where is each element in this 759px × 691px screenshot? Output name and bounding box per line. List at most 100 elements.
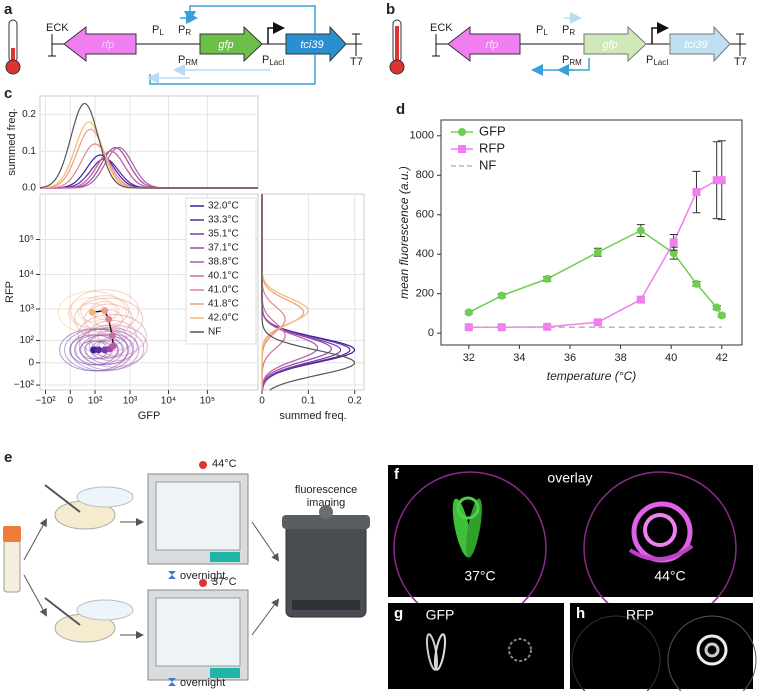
terminator [736, 33, 744, 56]
axis-label: RFP [4, 281, 16, 303]
axis-label: summed freq. [279, 410, 346, 422]
colony-pattern [508, 638, 532, 662]
mean-point [90, 346, 98, 354]
promoter-label: PLacI [262, 54, 284, 67]
legend-entry: 40.1°C [208, 271, 239, 282]
x-tick-label: 0 [67, 396, 73, 407]
legend-entry: 41.8°C [208, 299, 239, 310]
temperature: 44°C [212, 458, 237, 470]
promoter-label: PRM [562, 54, 582, 67]
image-label: 44°C [654, 568, 685, 584]
gene-label: gfp [602, 39, 617, 51]
density-contour [70, 328, 140, 372]
y-tick-label: 10⁴ [19, 269, 34, 280]
legend [185, 197, 257, 345]
density-contour [70, 289, 140, 333]
marker [669, 249, 678, 258]
y-tick-label: 10² [20, 335, 35, 346]
density-contour [74, 297, 144, 341]
x-tick-label: 10³ [123, 396, 138, 407]
legend-entry: 41.0°C [208, 285, 239, 296]
gene-label: tci39 [684, 39, 707, 51]
imager-label: fluorescence [295, 484, 357, 496]
x-tick-label: 38 [614, 352, 626, 364]
x-tick-label: 42 [716, 352, 728, 364]
marker [717, 311, 726, 320]
panel-label: h [576, 605, 585, 622]
tube-cap [3, 526, 21, 542]
gfp-arrow [199, 25, 263, 63]
mean-point [95, 346, 103, 354]
thermometer-level [11, 48, 15, 64]
gene-label: gfp [218, 39, 233, 51]
marker [669, 238, 678, 247]
arrow [251, 521, 280, 562]
legend-entry: 38.8°C [208, 257, 239, 268]
incubator-door [155, 481, 241, 551]
mean-point [88, 308, 96, 316]
colony-pattern [456, 496, 480, 520]
regulation [557, 58, 590, 76]
gene-label: tci39 [300, 39, 323, 51]
density-contour [88, 330, 138, 362]
density-contour [75, 327, 145, 371]
density-contour [67, 296, 117, 328]
part-label: T7 [350, 56, 363, 68]
density-contour [80, 295, 130, 327]
inoculation-loop [44, 484, 81, 513]
rfp-arrow [63, 25, 137, 63]
marker [692, 279, 701, 288]
incubator-door [155, 597, 241, 667]
x-tick-label: 10⁴ [161, 396, 176, 407]
x-tick-label: 10² [88, 396, 103, 407]
panel-label: c [4, 85, 12, 102]
panel-label: e [4, 449, 12, 466]
marker [497, 291, 506, 300]
panel-g: g GFP [388, 603, 564, 689]
mean-point [101, 307, 109, 315]
marker [712, 303, 721, 312]
plot-frame [440, 119, 743, 346]
axis-label: summed freq. [6, 108, 18, 175]
legend-entry: 35.1°C [208, 229, 239, 240]
marker [464, 308, 473, 317]
legend-entry: NF [208, 327, 221, 338]
rfp-arrow [447, 25, 521, 63]
thermometer-icon [199, 461, 207, 469]
image-label: 37°C [464, 568, 495, 584]
density-contour [94, 309, 124, 329]
legend-marker [458, 145, 466, 153]
density-contour [80, 334, 130, 366]
axis-label: mean fluorescence (a.u.) [397, 166, 411, 299]
panel-f: f overlay 37°C 44°C [388, 465, 753, 625]
legend-entry: RFP [479, 140, 505, 155]
legend-entry: 32.0°C [208, 201, 239, 212]
density-contour [57, 290, 127, 334]
colony-pattern [696, 634, 728, 666]
panel-label: b [386, 1, 395, 18]
regulation [184, 5, 316, 34]
thermometer-bulb [389, 59, 405, 75]
rfp-histogram [261, 194, 355, 391]
density-contour [64, 328, 134, 372]
plate [571, 615, 661, 691]
marker [636, 295, 645, 304]
duration: overnight [180, 677, 225, 689]
hourglass-icon [168, 678, 176, 686]
legend-entry: GFP [479, 123, 506, 138]
imager-panel [292, 600, 360, 610]
promoter-label: PRM [178, 54, 198, 67]
y-tick-label: 10⁵ [19, 234, 34, 245]
legend-entry: 33.3°C [208, 215, 239, 226]
promoter-label: PL [536, 24, 548, 37]
thermometer-bulb [5, 59, 21, 75]
gfp-histogram [39, 102, 258, 189]
y-tick-label: 0 [428, 327, 434, 339]
y-tick-label: 200 [416, 288, 434, 300]
incubator-panel [210, 668, 240, 678]
image-title: overlay [547, 470, 592, 486]
part-label: T7 [734, 56, 747, 68]
image-title: RFP [626, 607, 654, 623]
